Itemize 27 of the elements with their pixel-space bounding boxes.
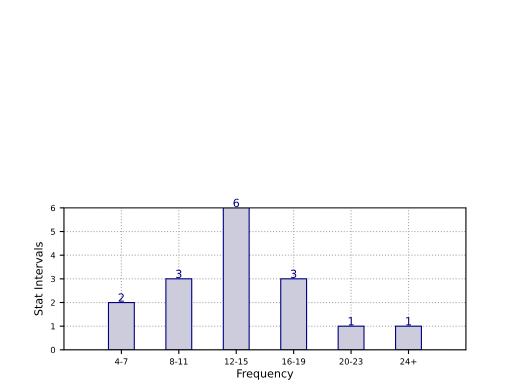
x-axis-title: Frequency xyxy=(237,369,294,380)
y-tick-label: 4 xyxy=(50,252,56,258)
y-tick-label: 6 xyxy=(50,204,56,212)
x-tick-label: 24+ xyxy=(400,358,416,364)
y-tick-label: 0 xyxy=(50,346,56,354)
data-label: 3 xyxy=(290,270,296,278)
data-label: 1 xyxy=(348,317,354,326)
y-tick-label: 2 xyxy=(50,299,55,306)
y-tick-label: 3 xyxy=(50,276,55,282)
x-tick-label: 12-15 xyxy=(225,358,248,365)
bar xyxy=(222,208,250,350)
bar xyxy=(395,326,422,350)
data-label: 3 xyxy=(176,270,182,278)
y-tick-label: 1 xyxy=(51,323,55,330)
bar xyxy=(165,278,192,350)
data-label: 6 xyxy=(233,198,240,208)
y-axis-title: Stat Intervals xyxy=(34,242,43,316)
x-tick-label: 8-11 xyxy=(170,358,188,365)
bar xyxy=(280,278,308,350)
bar xyxy=(338,326,365,350)
data-label: 2 xyxy=(118,293,124,302)
bar xyxy=(108,302,135,350)
data-label: 1 xyxy=(406,317,412,326)
x-tick-label: 4-7 xyxy=(114,358,128,364)
x-tick-label: 16-19 xyxy=(282,358,306,365)
y-tick-label: 5 xyxy=(50,228,55,235)
x-tick-label: 20-23 xyxy=(340,358,363,365)
